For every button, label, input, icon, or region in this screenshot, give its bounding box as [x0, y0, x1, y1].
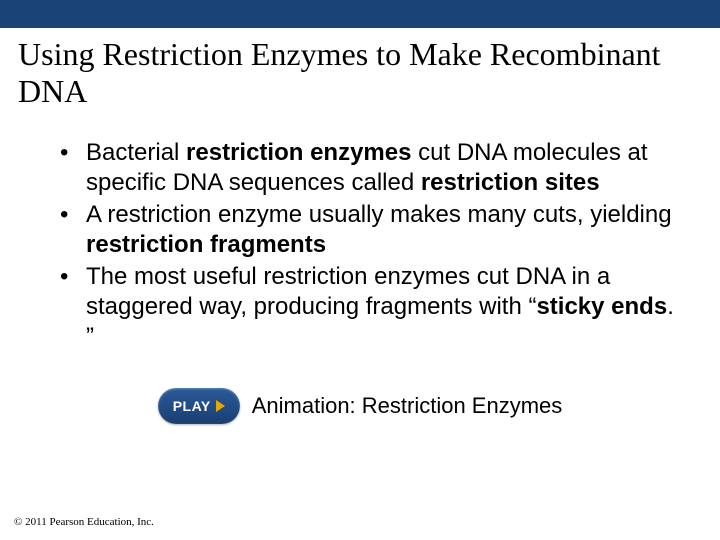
list-item: • Bacterial restriction enzymes cut DNA …	[60, 138, 680, 198]
bullet-marker-icon: •	[60, 138, 86, 168]
bullet-text: Bacterial restriction enzymes cut DNA mo…	[86, 138, 680, 198]
list-item: • A restriction enzyme usually makes man…	[60, 200, 680, 260]
bullet-marker-icon: •	[60, 262, 86, 292]
animation-row: PLAY Animation: Restriction Enzymes	[0, 388, 720, 424]
copyright-text: © 2011 Pearson Education, Inc.	[14, 516, 154, 528]
bullet-text: A restriction enzyme usually makes many …	[86, 200, 680, 260]
slide-title: Using Restriction Enzymes to Make Recomb…	[0, 28, 720, 110]
list-item: • The most useful restriction enzymes cu…	[60, 262, 680, 352]
bullet-list: • Bacterial restriction enzymes cut DNA …	[0, 110, 720, 352]
play-triangle-icon	[216, 400, 225, 412]
play-button[interactable]: PLAY	[158, 388, 240, 424]
bullet-text: The most useful restriction enzymes cut …	[86, 262, 680, 352]
bullet-marker-icon: •	[60, 200, 86, 230]
animation-caption: Animation: Restriction Enzymes	[252, 393, 563, 419]
header-bar	[0, 0, 720, 28]
play-button-label: PLAY	[173, 398, 211, 414]
